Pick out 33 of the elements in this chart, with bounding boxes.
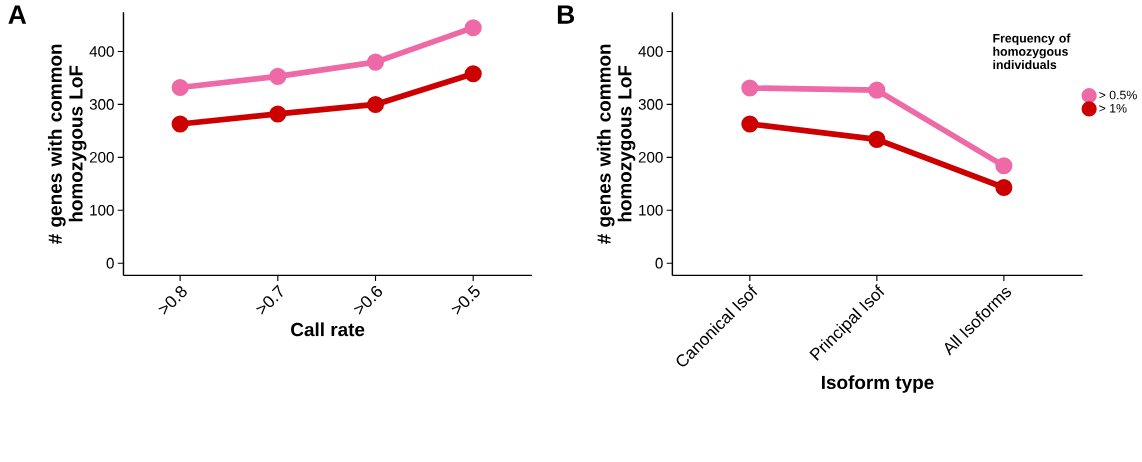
y-tick-label: 100 — [639, 205, 663, 216]
point — [464, 19, 482, 37]
point — [171, 115, 189, 133]
legend-label: > 1% — [1099, 104, 1127, 113]
x-axis-title: Isoform type — [821, 375, 934, 394]
point — [366, 96, 385, 114]
point — [741, 79, 759, 97]
x-axis-title: Call rate — [291, 322, 365, 337]
y-tick-label: 100 — [90, 205, 114, 216]
legend-title: Frequency of homozygous individuals — [993, 33, 1071, 70]
point — [741, 115, 759, 133]
point — [464, 65, 482, 83]
chart-title: A — [8, 5, 27, 24]
point — [366, 53, 385, 71]
point — [995, 179, 1013, 197]
point — [269, 68, 287, 86]
y-tick-label: 400 — [89, 46, 114, 58]
y-axis-title: # genes with common homozygous LoF — [47, 44, 87, 245]
y-tick-label: 200 — [89, 152, 114, 163]
point — [868, 131, 886, 149]
point — [995, 157, 1013, 175]
y-tick-label: 200 — [638, 152, 663, 163]
y-tick-label: 300 — [638, 99, 663, 111]
y-tick-label: 0 — [106, 258, 114, 269]
point — [269, 105, 287, 123]
y-tick-label: 300 — [89, 99, 114, 111]
point — [868, 81, 886, 99]
point — [171, 79, 189, 97]
y-tick-label: 400 — [638, 46, 663, 58]
legend-label: > 0.5% — [1099, 90, 1137, 100]
y-axis-title: # genes with common homozygous LoF — [596, 44, 636, 245]
chart-title: B — [557, 5, 575, 24]
y-tick-label: 0 — [655, 258, 663, 269]
